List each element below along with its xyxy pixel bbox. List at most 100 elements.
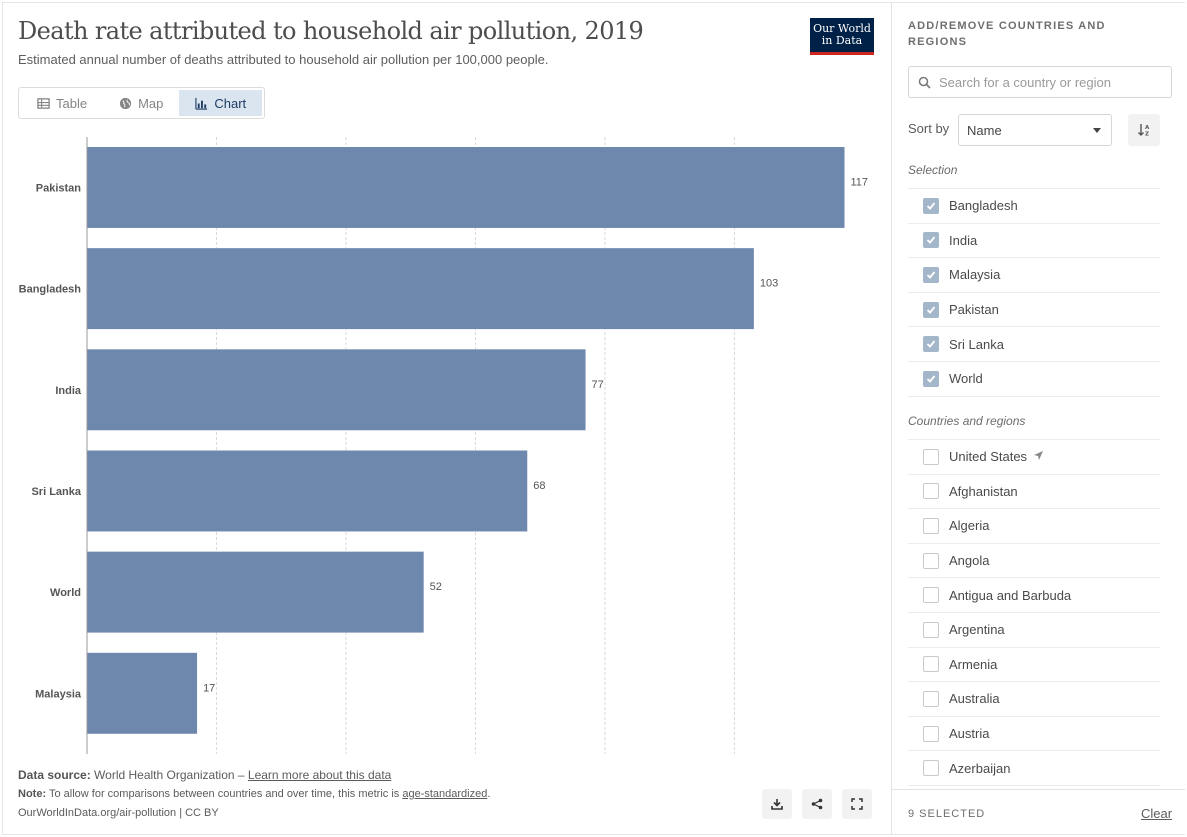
share-button[interactable] bbox=[802, 789, 832, 819]
entity-label: Australia bbox=[949, 691, 1000, 707]
entity-row[interactable]: Sri Lanka bbox=[908, 327, 1160, 362]
check-icon bbox=[926, 271, 936, 279]
tab-table[interactable]: Table bbox=[21, 90, 103, 116]
entity-row[interactable]: Azerbaijan bbox=[908, 751, 1160, 786]
entity-row[interactable]: Australia bbox=[908, 682, 1160, 717]
checkbox[interactable] bbox=[923, 621, 939, 638]
checkbox[interactable] bbox=[923, 483, 939, 500]
panel-title: ADD/REMOVE COUNTRIES AND REGIONS bbox=[908, 20, 1106, 48]
value-label: 17 bbox=[203, 682, 215, 694]
clear-button[interactable]: Clear bbox=[1141, 806, 1173, 821]
share-icon bbox=[811, 798, 823, 810]
entity-row[interactable]: Armenia bbox=[908, 648, 1160, 683]
entity-label: World bbox=[949, 371, 983, 387]
checkbox[interactable] bbox=[923, 690, 939, 707]
checkbox-checked[interactable] bbox=[923, 301, 939, 318]
table-icon bbox=[37, 97, 50, 109]
entity-label: Antigua and Barbuda bbox=[949, 587, 1072, 603]
entity-row[interactable]: Afghanistan bbox=[908, 475, 1160, 510]
entity-row[interactable]: United States bbox=[908, 440, 1160, 475]
checkbox[interactable] bbox=[923, 552, 939, 569]
value-label: 77 bbox=[592, 379, 604, 391]
search-input[interactable] bbox=[939, 74, 1159, 90]
tab-map[interactable]: Map bbox=[103, 90, 179, 116]
age-standardized-link[interactable]: age-standardized bbox=[402, 788, 488, 800]
category-label: Bangladesh bbox=[19, 284, 82, 296]
bar[interactable] bbox=[87, 652, 198, 734]
entity-label: Angola bbox=[949, 553, 990, 569]
check-icon bbox=[926, 340, 936, 349]
entity-row[interactable]: World bbox=[908, 362, 1160, 397]
entity-row[interactable]: Austria bbox=[908, 717, 1160, 752]
value-label: 52 bbox=[430, 581, 442, 593]
bar[interactable] bbox=[87, 147, 845, 228]
bar[interactable] bbox=[87, 349, 586, 431]
checkbox-checked[interactable] bbox=[923, 197, 939, 214]
logo-line-1: Our World bbox=[813, 22, 871, 35]
chart-footer: Data source: World Health Organization –… bbox=[18, 766, 490, 823]
entity-label: India bbox=[949, 232, 978, 248]
sort-select[interactable]: Name bbox=[958, 114, 1112, 146]
tab-chart[interactable]: Chart bbox=[179, 90, 263, 116]
entity-label: Sri Lanka bbox=[949, 336, 1004, 352]
checkbox[interactable] bbox=[923, 587, 939, 604]
bar-chart-icon bbox=[195, 97, 208, 110]
check-icon bbox=[926, 236, 936, 245]
panel-footer: 9 SELECTED Clear bbox=[892, 789, 1185, 834]
entity-row[interactable]: Algeria bbox=[908, 509, 1160, 544]
learn-more-link[interactable]: Learn more about this data bbox=[247, 768, 392, 782]
fullscreen-button[interactable] bbox=[842, 789, 872, 819]
checkbox-checked[interactable] bbox=[923, 266, 939, 283]
entity-row[interactable]: Bangladesh bbox=[908, 189, 1160, 224]
entity-row[interactable]: Argentina bbox=[908, 613, 1160, 648]
entity-row[interactable]: Pakistan bbox=[908, 293, 1160, 328]
footer-actions bbox=[762, 789, 872, 819]
source-url[interactable]: OurWorldInData.org/air-pollution | CC BY bbox=[18, 807, 219, 819]
check-icon bbox=[926, 306, 936, 314]
checkbox-checked[interactable] bbox=[923, 232, 939, 249]
bar[interactable] bbox=[87, 248, 754, 330]
sort-order-icon: AZ bbox=[1138, 124, 1150, 138]
checkbox[interactable] bbox=[923, 517, 939, 534]
note-text: To allow for comparisons between countri… bbox=[48, 788, 403, 800]
checkbox[interactable] bbox=[923, 656, 939, 673]
checkbox[interactable] bbox=[923, 725, 939, 742]
selected-list: Bangladesh India Malaysia Pakistan Sri Lanka… bbox=[908, 188, 1160, 397]
svg-text:Z: Z bbox=[1145, 132, 1149, 138]
entity-label: Afghanistan bbox=[949, 483, 1018, 499]
checkbox-checked[interactable] bbox=[923, 370, 939, 387]
fullscreen-icon bbox=[851, 798, 863, 810]
selected-count: 9 SELECTED bbox=[908, 808, 986, 820]
bar[interactable] bbox=[87, 551, 424, 633]
chart-title: Death rate attributed to household air p… bbox=[18, 17, 644, 45]
checkbox[interactable] bbox=[923, 448, 939, 465]
regions-list: United States Afghanistan Algeria Angola Ant… bbox=[908, 439, 1160, 786]
value-label: 68 bbox=[533, 480, 545, 492]
entity-label: Argentina bbox=[949, 622, 1005, 638]
entity-row[interactable]: Antigua and Barbuda bbox=[908, 578, 1160, 613]
download-button[interactable] bbox=[762, 789, 792, 819]
bar[interactable] bbox=[87, 450, 528, 532]
entity-label: United States bbox=[949, 449, 1028, 465]
search-box[interactable] bbox=[908, 66, 1172, 98]
logo-line-2: in Data bbox=[821, 34, 863, 47]
bar-chart: Pakistan 117 Bangladesh 103 India 77 Sri Lanka… bbox=[19, 137, 868, 754]
tab-table-label: Table bbox=[56, 95, 88, 111]
view-tabs: Table Map Chart bbox=[18, 87, 266, 119]
checkbox-checked[interactable] bbox=[923, 336, 939, 353]
check-icon bbox=[926, 202, 936, 210]
category-label: Malaysia bbox=[35, 688, 82, 700]
entity-row[interactable]: India bbox=[908, 224, 1160, 259]
entity-label: Azerbaijan bbox=[949, 760, 1011, 776]
regions-label: Countries and regions bbox=[908, 414, 1026, 428]
category-label: World bbox=[50, 587, 81, 599]
entity-label: Bangladesh bbox=[949, 198, 1018, 214]
entity-row[interactable]: Malaysia bbox=[908, 258, 1160, 293]
category-label: Sri Lanka bbox=[31, 486, 81, 498]
source-text: World Health Organization – bbox=[94, 768, 248, 782]
owid-logo[interactable]: Our World in Data bbox=[810, 18, 874, 55]
entity-row[interactable]: Angola bbox=[908, 544, 1160, 579]
checkbox[interactable] bbox=[923, 760, 939, 777]
